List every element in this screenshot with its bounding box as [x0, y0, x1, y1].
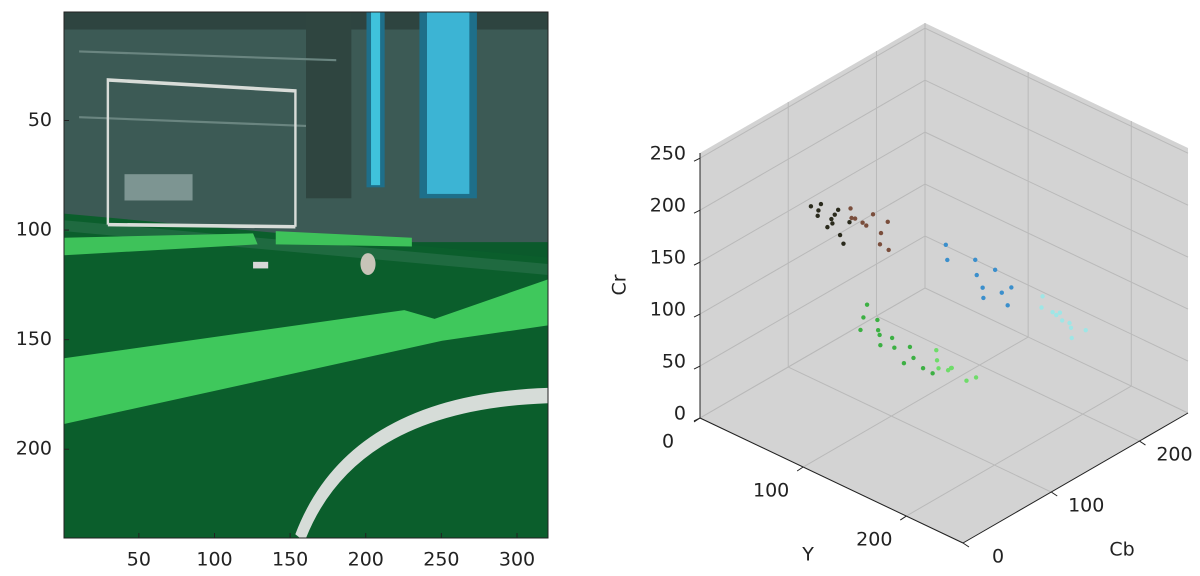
point: [1050, 310, 1054, 314]
z-tick-label: 50: [662, 351, 686, 373]
x-tick-label: 250: [423, 549, 459, 571]
point: [871, 212, 875, 216]
point: [825, 225, 829, 229]
x-tick-label: 200: [348, 549, 384, 571]
point: [841, 241, 845, 245]
point: [993, 268, 997, 272]
x-tick-label: 100: [753, 480, 789, 502]
point: [945, 258, 949, 262]
point: [816, 208, 820, 212]
point: [1070, 336, 1074, 340]
point: [829, 217, 833, 221]
y-tick: [1139, 441, 1145, 445]
point: [964, 378, 968, 382]
point: [878, 343, 882, 347]
z-tick-label: 150: [650, 247, 686, 269]
x-tick-label: 300: [499, 549, 535, 571]
z-tick: [694, 366, 700, 369]
point: [876, 328, 880, 332]
point: [809, 204, 813, 208]
point: [1054, 313, 1058, 317]
x-tick-label: 0: [662, 431, 674, 453]
z-tick-label: 250: [650, 143, 686, 165]
point: [858, 328, 862, 332]
point: [890, 336, 894, 340]
z-tick: [694, 158, 700, 161]
point: [1058, 311, 1062, 315]
point: [911, 356, 915, 360]
point: [875, 318, 879, 322]
x-axis-label: Y: [801, 544, 814, 566]
point: [848, 206, 852, 210]
z-tick: [694, 262, 700, 265]
point: [864, 223, 868, 227]
point: [833, 212, 837, 216]
point: [975, 273, 979, 277]
point: [815, 214, 819, 218]
x-tick-label: 100: [196, 549, 232, 571]
point: [980, 286, 984, 290]
z-tick-label: 200: [650, 195, 686, 217]
point: [853, 216, 857, 220]
point: [886, 220, 890, 224]
y-tick-label: 100: [16, 219, 52, 241]
point: [1009, 285, 1013, 289]
z-tick: [694, 314, 700, 317]
x-tick-label: 200: [856, 529, 892, 551]
x-tick-label: 150: [272, 549, 308, 571]
point: [1069, 326, 1073, 330]
point: [908, 345, 912, 349]
z-tick-label: 0: [674, 403, 686, 425]
point: [892, 346, 896, 350]
point: [946, 368, 950, 372]
x-tick: [797, 467, 803, 471]
x-tick-label: 50: [127, 549, 151, 571]
y-tick: [963, 543, 969, 547]
point: [936, 366, 940, 370]
point: [1067, 321, 1071, 325]
point: [935, 358, 939, 362]
z-tick: [694, 210, 700, 213]
point: [860, 221, 864, 225]
point: [836, 208, 840, 212]
point: [1000, 291, 1004, 295]
photo: [64, 12, 548, 538]
x-tick: [900, 516, 906, 520]
y-tick-label: 200: [1156, 444, 1192, 466]
y-tick: [1051, 492, 1057, 496]
axes-pane: [700, 23, 1188, 543]
point: [879, 231, 883, 235]
point: [819, 202, 823, 206]
point: [944, 243, 948, 247]
point: [1060, 318, 1064, 322]
figure: Cr Y Cb 50 100 150 200 250 300 50 100 150 200 0 100…: [0, 0, 1200, 572]
point: [934, 348, 938, 352]
point: [981, 296, 985, 300]
y-tick-label: 150: [16, 328, 52, 350]
point: [838, 233, 842, 237]
point: [865, 302, 869, 306]
y-tick-label: 100: [1068, 495, 1104, 517]
point: [930, 371, 934, 375]
point: [973, 258, 977, 262]
point: [1039, 305, 1043, 309]
point: [878, 242, 882, 246]
point: [847, 220, 851, 224]
point: [974, 375, 978, 379]
point: [902, 361, 906, 365]
z-tick-label: 100: [650, 299, 686, 321]
y-tick-label: 0: [992, 546, 1004, 568]
point: [830, 221, 834, 225]
y-tick-label: 200: [16, 438, 52, 460]
point: [861, 315, 865, 319]
point: [886, 248, 890, 252]
point: [921, 366, 925, 370]
point: [1040, 294, 1044, 298]
z-axis-label: Cr: [609, 274, 631, 295]
point: [1084, 328, 1088, 332]
point: [1005, 303, 1009, 307]
y-tick-label: 50: [28, 109, 52, 131]
point: [877, 333, 881, 337]
y-axis-label: Cb: [1109, 539, 1134, 561]
